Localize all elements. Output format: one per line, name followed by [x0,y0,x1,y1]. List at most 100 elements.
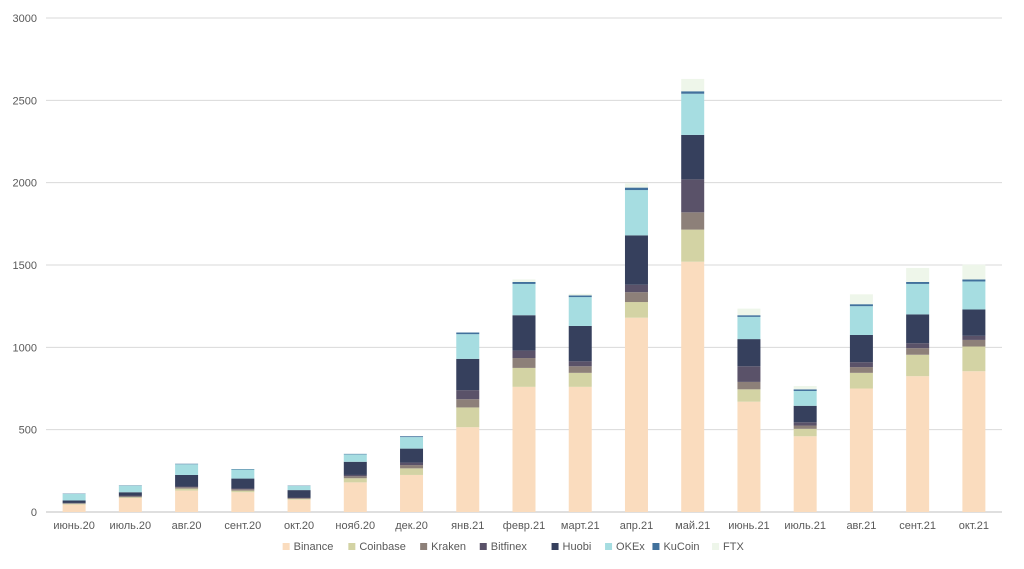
x-tick-label: авг.20 [172,520,202,532]
x-tick-label: нояб.20 [335,520,375,532]
bar-segment-kucoin [568,295,592,298]
bar-segment-okex [175,464,199,475]
x-tick-label: февр.21 [503,520,545,532]
legend-item-binance: Binance [282,541,333,553]
bar-segment-coinbase [681,229,705,262]
bar-segment-ftx [568,293,592,296]
bar-segment-kraken [681,212,705,230]
bars [62,78,986,512]
legend-item-kucoin: KuCoin [652,541,700,553]
bar-segment-kucoin [793,389,817,391]
y-tick-label: 1000 [13,342,37,354]
bar-segment-kraken [287,498,311,499]
y-tick-label: 2000 [13,178,37,190]
bar-segment-coinbase [906,354,930,377]
bar-segment-coinbase [62,503,86,505]
y-tick-label: 1500 [13,260,37,272]
bar-segment-binance [456,427,480,512]
bar-segment-binance [231,492,255,512]
bar-segment-huobi [568,325,592,362]
bar-segment-bitfinex [231,488,255,490]
bar-segment-okex [793,390,817,406]
x-tick-label: окт.21 [959,520,989,532]
bar-segment-huobi [681,134,705,180]
bar-segment-kraken [737,381,761,390]
bar-segment-huobi [737,339,761,367]
bar-segment-kraken [962,339,986,347]
x-tick-label: сент.20 [224,520,261,532]
bar-segment-binance [175,490,199,512]
bar-segment-kraken [456,399,480,408]
bar-segment-binance [624,317,648,512]
y-tick-label: 2500 [13,95,37,107]
y-axis: 0 500 1000 1500 2000 2500 3000 [13,13,37,519]
bar-segment-bitfinex [624,284,648,293]
x-tick-label: июль.20 [110,520,152,532]
bar-segment-huobi [400,448,424,463]
bar-stack [737,308,761,512]
legend-swatch [282,543,290,550]
bar-segment-kraken [231,489,255,491]
legend-item-okex: OKEx [605,541,645,553]
legend: Binance Coinbase Kraken Bitfinex Huobi OKEx Ku… [282,541,744,553]
bar-segment-binance [906,376,930,512]
x-tick-label: июнь.21 [728,520,770,532]
bar-segment-bitfinex [175,486,199,488]
bar-segment-binance [849,388,873,512]
bar-stack [568,293,592,512]
bar-stack [962,264,986,512]
bar-stack [681,78,705,512]
bar-segment-binance [962,371,986,512]
legend-item-ftx: FTX [712,541,744,553]
y-tick-label: 3000 [13,13,37,25]
bar-segment-bitfinex [568,361,592,367]
bar-segment-coinbase [568,372,592,387]
x-tick-label: июль.21 [784,520,826,532]
bar-segment-okex [400,437,424,449]
legend-item-huobi: Huobi [551,541,591,553]
legend-swatch [712,543,720,550]
legend-swatch [652,543,660,550]
bar-segment-bitfinex [400,462,424,466]
bar-segment-ftx [962,264,986,280]
bar-segment-okex [456,334,480,359]
legend-label: FTX [723,541,744,553]
bar-segment-huobi [512,315,536,351]
bar-segment-binance [287,499,311,512]
bar-segment-okex [343,454,367,462]
bar-segment-coinbase [175,488,199,491]
bar-segment-bitfinex [512,350,536,359]
bar-segment-huobi [175,474,199,487]
bar-segment-coinbase [118,497,142,499]
bar-segment-kucoin [624,187,648,191]
bar-segment-kucoin [400,436,424,438]
legend-label: Bitfinex [491,541,528,553]
bar-segment-bitfinex [849,362,873,368]
bar-segment-okex [287,485,311,491]
legend-swatch [479,543,487,550]
bar-segment-okex [962,281,986,310]
x-tick-label: июнь.20 [53,520,95,532]
bar-stack [287,485,311,512]
bar-segment-okex [231,469,255,479]
bar-segment-ftx [793,386,817,390]
bar-segment-kraken [793,425,817,429]
bar-segment-okex [568,297,592,326]
bar-segment-coinbase [456,407,480,428]
bar-segment-kucoin [512,281,536,284]
bar-segment-coinbase [231,490,255,493]
bar-segment-binance [62,504,86,512]
bar-segment-coinbase [849,372,873,389]
bar-segment-binance [737,401,761,512]
x-tick-label: авг.21 [846,520,876,532]
bar-segment-coinbase [737,389,761,402]
bar-segment-kraken [400,465,424,469]
bar-stack [512,279,536,512]
bar-segment-bitfinex [118,495,142,497]
bar-stack [849,294,873,512]
bar-segment-huobi [343,461,367,475]
bar-segment-coinbase [400,468,424,475]
bar-stack [793,386,817,512]
bar-segment-ftx [681,78,705,92]
